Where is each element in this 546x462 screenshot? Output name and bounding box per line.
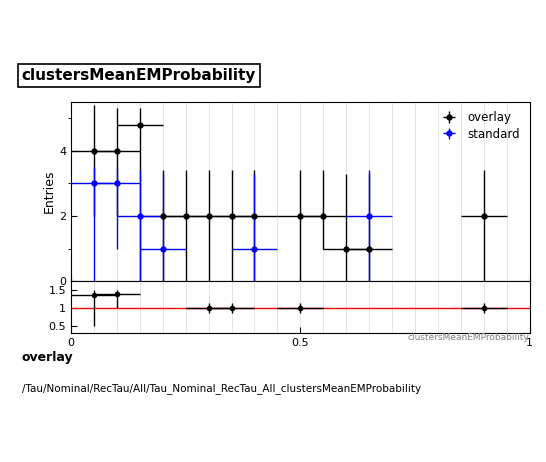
Text: clustersMeanEMProbability: clustersMeanEMProbability <box>22 68 256 83</box>
Legend: overlay, standard: overlay, standard <box>437 108 524 144</box>
Text: overlay: overlay <box>22 351 74 364</box>
Text: /Tau/Nominal/RecTau/All/Tau_Nominal_RecTau_All_clustersMeanEMProbability: /Tau/Nominal/RecTau/All/Tau_Nominal_RecT… <box>22 383 421 395</box>
Text: clustersMeanEMProbability: clustersMeanEMProbability <box>408 333 530 341</box>
Y-axis label: Entries: Entries <box>43 170 56 213</box>
